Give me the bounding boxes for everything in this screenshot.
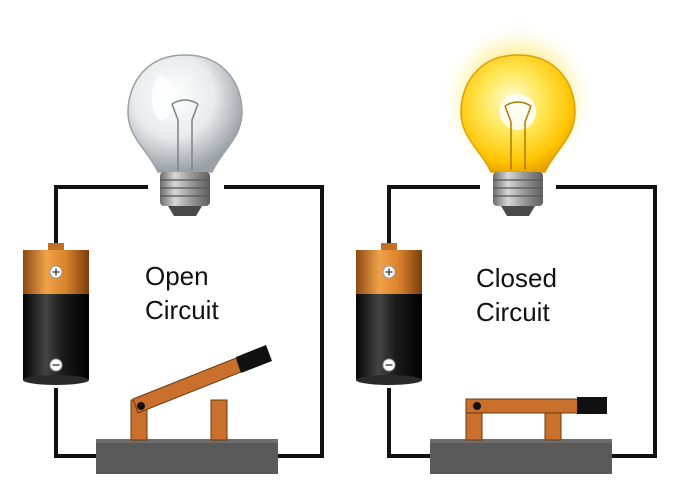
open-circuit <box>23 54 324 474</box>
closed-circuit-label-line2: Circuit <box>476 297 550 327</box>
closed-circuit-wires <box>387 185 657 458</box>
wire-top-right <box>224 185 324 458</box>
wire-top-right <box>556 185 657 458</box>
open-circuit-label-line1: Open <box>145 261 209 291</box>
battery-icon <box>23 243 89 385</box>
light-bulb-on-icon <box>440 22 596 216</box>
open-circuit-wires <box>54 185 324 458</box>
wire-bottom-left <box>54 388 98 458</box>
knife-switch-open-icon <box>96 345 278 474</box>
closed-circuit-label: Closed Circuit <box>476 261 557 329</box>
closed-circuit <box>356 22 657 474</box>
light-bulb-off-icon <box>127 54 243 216</box>
closed-circuit-label-line1: Closed <box>476 263 557 293</box>
knife-switch-closed-icon <box>430 397 612 474</box>
wire-top-left <box>387 185 480 257</box>
open-circuit-label: Open Circuit <box>145 259 219 327</box>
battery-icon <box>356 243 422 385</box>
open-circuit-label-line2: Circuit <box>145 295 219 325</box>
wire-top-left <box>54 185 148 257</box>
wire-bottom-left <box>387 388 432 458</box>
